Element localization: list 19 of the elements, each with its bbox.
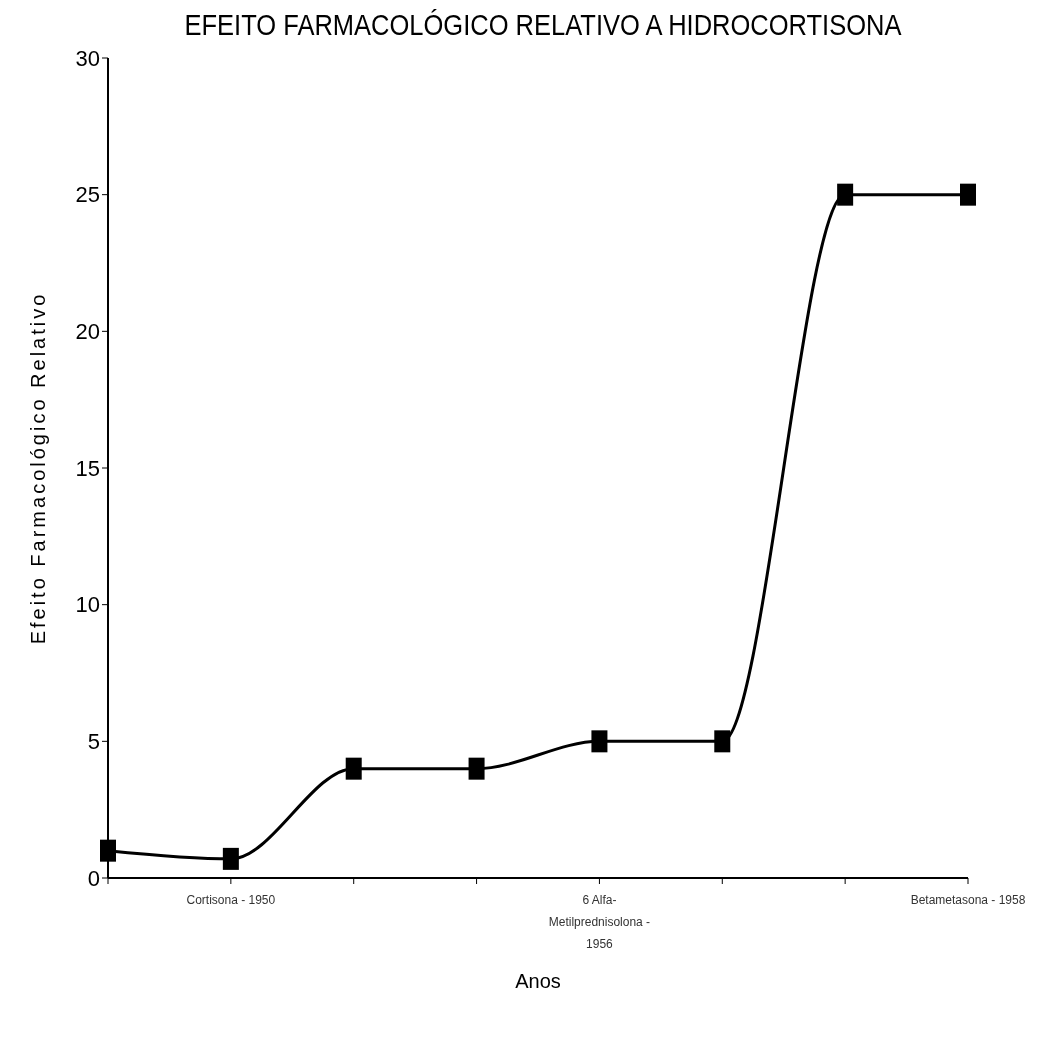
y-tick-label: 30 — [75, 45, 100, 71]
point — [714, 730, 731, 753]
y-tick-label: 5 — [87, 729, 100, 755]
point — [345, 757, 362, 780]
point — [591, 730, 608, 753]
y-tick-label: 20 — [75, 319, 100, 345]
y-axis-title: Efeito Farmacológico Relativo — [27, 291, 50, 645]
point — [837, 183, 854, 206]
point — [468, 757, 485, 780]
point — [222, 847, 239, 870]
y-tick-label: 10 — [75, 592, 100, 618]
y-tick-label: 0 — [87, 865, 100, 891]
x-tick-label: Betametasona - 1958 — [910, 893, 1026, 907]
y-tick-label: 15 — [75, 455, 100, 481]
x-tick-label: Cortisona - 1950 — [186, 893, 276, 907]
chart-title: EFEITO FARMACOLÓGICO RELATIVO A HIDROCORTISONA — [183, 8, 903, 43]
x-axis-title: Anos — [515, 970, 561, 992]
y-tick-label: 25 — [75, 182, 100, 208]
x-tick-label: 6 Alfa-Metilprednisolona - 1956 — [548, 893, 651, 951]
